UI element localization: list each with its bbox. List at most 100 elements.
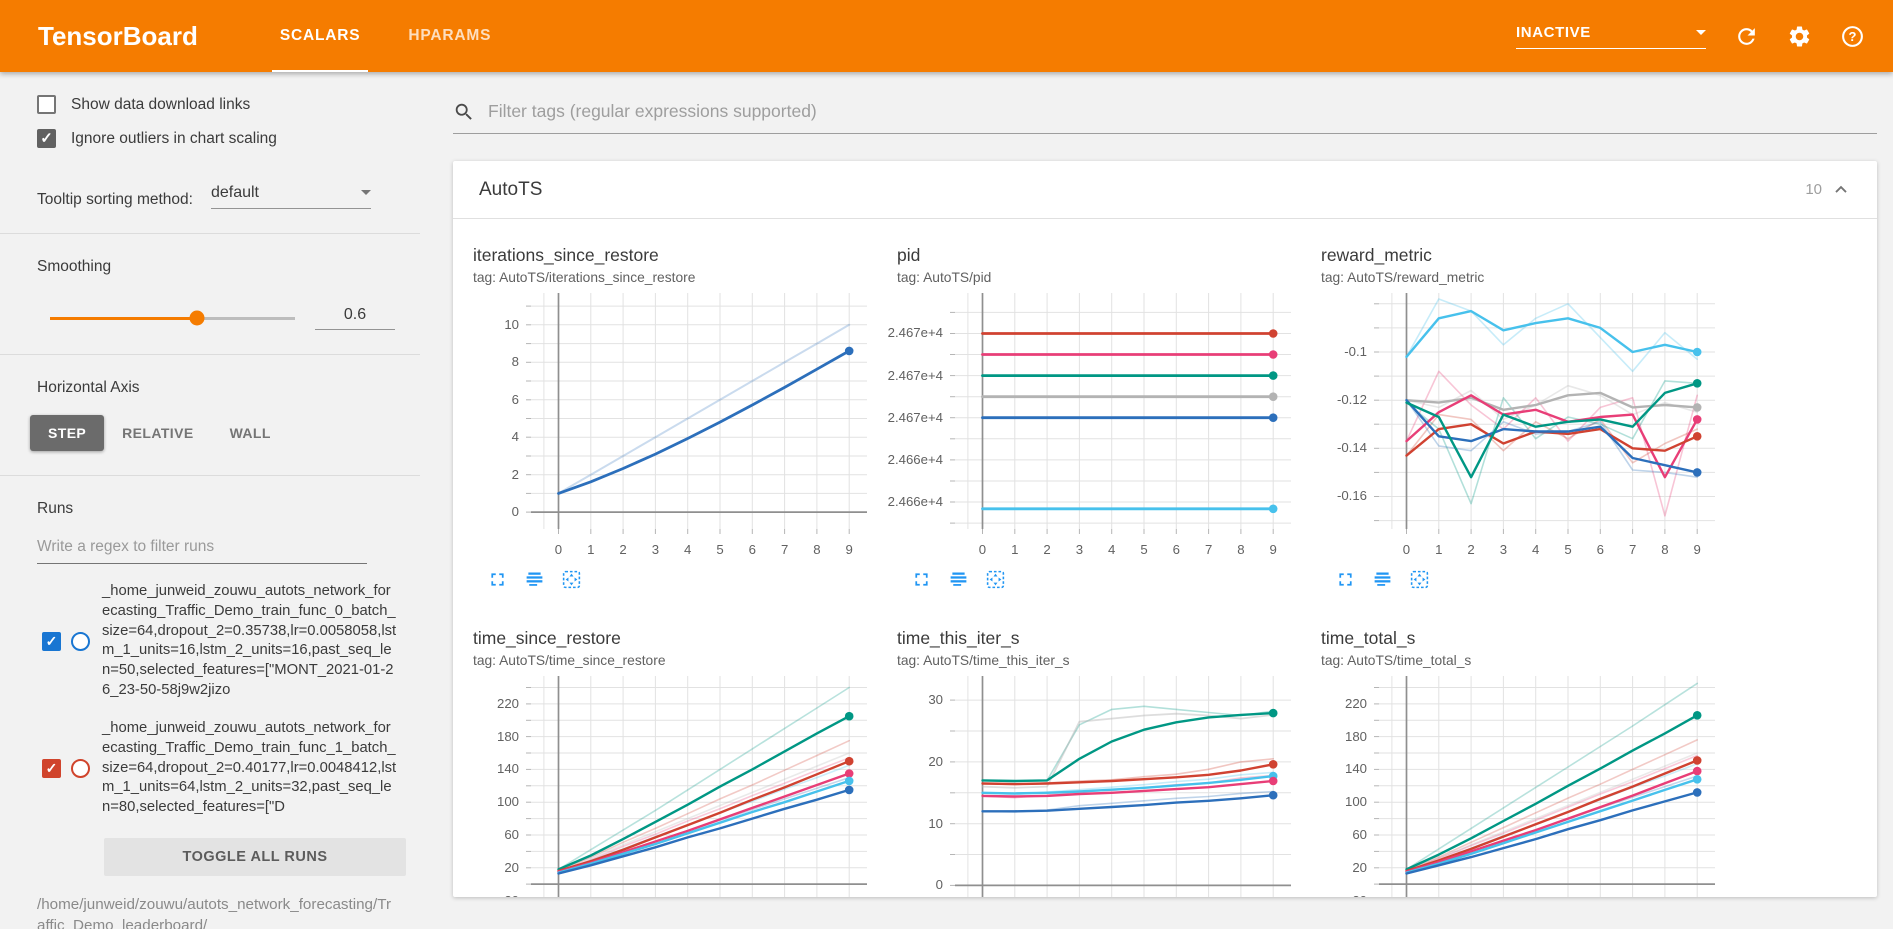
run-name: _home_junweid_zouwu_autots_network_forec…	[102, 719, 397, 816]
y-tick-label: 0	[935, 877, 943, 893]
divider	[0, 233, 420, 234]
status-dropdown[interactable]: INACTIVE	[1516, 24, 1706, 49]
y-tick-label: 20	[504, 859, 519, 875]
chart-plot[interactable]	[525, 293, 867, 535]
help-icon[interactable]: ?	[1840, 24, 1865, 49]
tooltip-sorting-label: Tooltip sorting method:	[37, 191, 193, 208]
fit-domain-icon[interactable]	[561, 569, 582, 590]
chart-plot[interactable]	[525, 676, 867, 897]
smoothing-value[interactable]: 0.6	[315, 306, 395, 330]
runs-label: Runs	[37, 500, 74, 517]
y-axis-labels: 220 180 140 100 60 20 -20	[473, 676, 519, 897]
tag-filter-input[interactable]	[486, 100, 1877, 123]
y-tick-label: 220	[1344, 695, 1367, 711]
data-table-icon[interactable]	[524, 569, 545, 590]
expand-chart-icon[interactable]	[911, 569, 932, 590]
x-tick-label: 1	[1011, 542, 1019, 557]
x-tick-label: 5	[716, 542, 724, 557]
y-tick-label: 100	[496, 794, 519, 810]
x-tick-label: 0	[978, 542, 987, 557]
y-tick-label: 6	[511, 391, 519, 407]
show-download-links-checkbox[interactable]: ✓	[37, 95, 56, 114]
y-tick-label: 2.467e+4	[887, 325, 943, 341]
charts-grid: iterations_since_restore tag: AutoTS/iter…	[453, 219, 1877, 897]
y-tick-label: 4	[511, 429, 519, 445]
y-tick-label: 220	[496, 695, 519, 711]
y-tick-label: 140	[496, 761, 519, 777]
slider-thumb[interactable]	[189, 310, 205, 326]
chart-tag: tag: AutoTS/pid	[897, 270, 992, 285]
run-radio[interactable]	[71, 631, 90, 651]
refresh-icon[interactable]	[1734, 24, 1759, 49]
chart-plot[interactable]	[1373, 676, 1715, 897]
expand-chart-icon[interactable]	[487, 569, 508, 590]
chart-tag: tag: AutoTS/time_total_s	[1321, 653, 1472, 668]
x-tick-label: 2	[1043, 542, 1051, 557]
x-axis-labels: 0 1 2 3 4 5 6 7 8 9	[949, 542, 1321, 562]
y-tick-label: 180	[496, 728, 519, 744]
sidebar: ✓ Show data download links ✓ Ignore outl…	[0, 72, 420, 929]
y-tick-label: 30	[928, 692, 943, 708]
x-tick-label: 7	[1204, 542, 1213, 557]
x-tick-label: 4	[1532, 542, 1540, 557]
y-tick-label: -20	[1348, 893, 1367, 897]
data-table-icon[interactable]	[948, 569, 969, 590]
run-name: _home_junweid_zouwu_autots_network_forec…	[102, 583, 397, 699]
x-tick-label: 8	[813, 542, 821, 557]
y-tick-label: -0.12	[1336, 392, 1367, 408]
data-table-icon[interactable]	[1372, 569, 1393, 590]
chart-plot[interactable]	[1373, 293, 1715, 535]
chevron-down-icon	[1696, 29, 1706, 40]
y-tick-label: 0	[511, 504, 519, 520]
chevron-up-icon[interactable]	[1831, 180, 1851, 200]
tooltip-sorting-select[interactable]: default	[210, 184, 371, 209]
axis-relative-button[interactable]: RELATIVE	[122, 425, 194, 441]
active-tab-underline	[271, 70, 369, 72]
run-checkbox[interactable]: ✓	[42, 758, 61, 778]
chart-plot[interactable]	[949, 676, 1291, 897]
section-chart-count: 10	[1805, 181, 1822, 198]
search-icon	[455, 103, 472, 120]
y-tick-label: 60	[504, 826, 519, 842]
tag-filter-bar[interactable]	[453, 100, 1877, 134]
x-tick-label: 2	[619, 542, 627, 557]
ignore-outliers-checkbox[interactable]: ✓	[37, 129, 56, 148]
chart-title: time_since_restore	[473, 628, 621, 648]
chart-toolbar	[473, 569, 897, 590]
tab-scalars[interactable]: SCALARS	[256, 0, 385, 72]
runs-filter-input[interactable]	[37, 530, 367, 564]
run-checkbox[interactable]: ✓	[42, 631, 61, 651]
show-download-links-row[interactable]: ✓ Show data download links	[37, 95, 420, 114]
chevron-down-icon	[360, 190, 371, 200]
axis-step-button[interactable]: STEP	[30, 415, 105, 451]
axis-wall-button[interactable]: WALL	[229, 425, 271, 441]
expand-chart-icon[interactable]	[1335, 569, 1356, 590]
y-tick-label: 10	[928, 815, 943, 831]
section-header[interactable]: AutoTS 10	[453, 161, 1877, 219]
gear-icon[interactable]	[1787, 24, 1812, 49]
x-tick-label: 8	[1237, 542, 1245, 557]
y-tick-label: 60	[1352, 826, 1367, 842]
x-tick-label: 4	[684, 542, 692, 557]
y-tick-label: -0.14	[1336, 440, 1367, 456]
fit-domain-icon[interactable]	[985, 569, 1006, 590]
chart-time_since_restore: time_since_restore tag: AutoTS/time_since…	[473, 628, 897, 897]
y-tick-label: 20	[928, 753, 943, 769]
toggle-all-runs-button[interactable]: TOGGLE ALL RUNS	[104, 837, 406, 876]
autots-section-card: AutoTS 10 iterations_since_restore tag: A…	[453, 161, 1877, 897]
y-tick-label: 2.466e+4	[887, 494, 943, 510]
y-tick-label: -0.16	[1336, 488, 1367, 504]
ignore-outliers-row[interactable]: ✓ Ignore outliers in chart scaling	[37, 129, 420, 148]
smoothing-label: Smoothing	[37, 258, 112, 275]
run-radio[interactable]	[71, 758, 90, 778]
smoothing-slider[interactable]	[50, 310, 295, 326]
tab-hparams[interactable]: HPARAMS	[408, 27, 492, 44]
y-tick-label: 180	[1344, 728, 1367, 744]
x-tick-label: 1	[587, 542, 595, 557]
fit-domain-icon[interactable]	[1409, 569, 1430, 590]
y-tick-label: 2.466e+4	[887, 451, 943, 467]
chart-plot[interactable]	[949, 293, 1291, 535]
slider-fill	[50, 316, 197, 320]
y-tick-label: 8	[511, 354, 519, 370]
y-axis-labels: 220 180 140 100 60 20 -20	[1321, 676, 1367, 897]
